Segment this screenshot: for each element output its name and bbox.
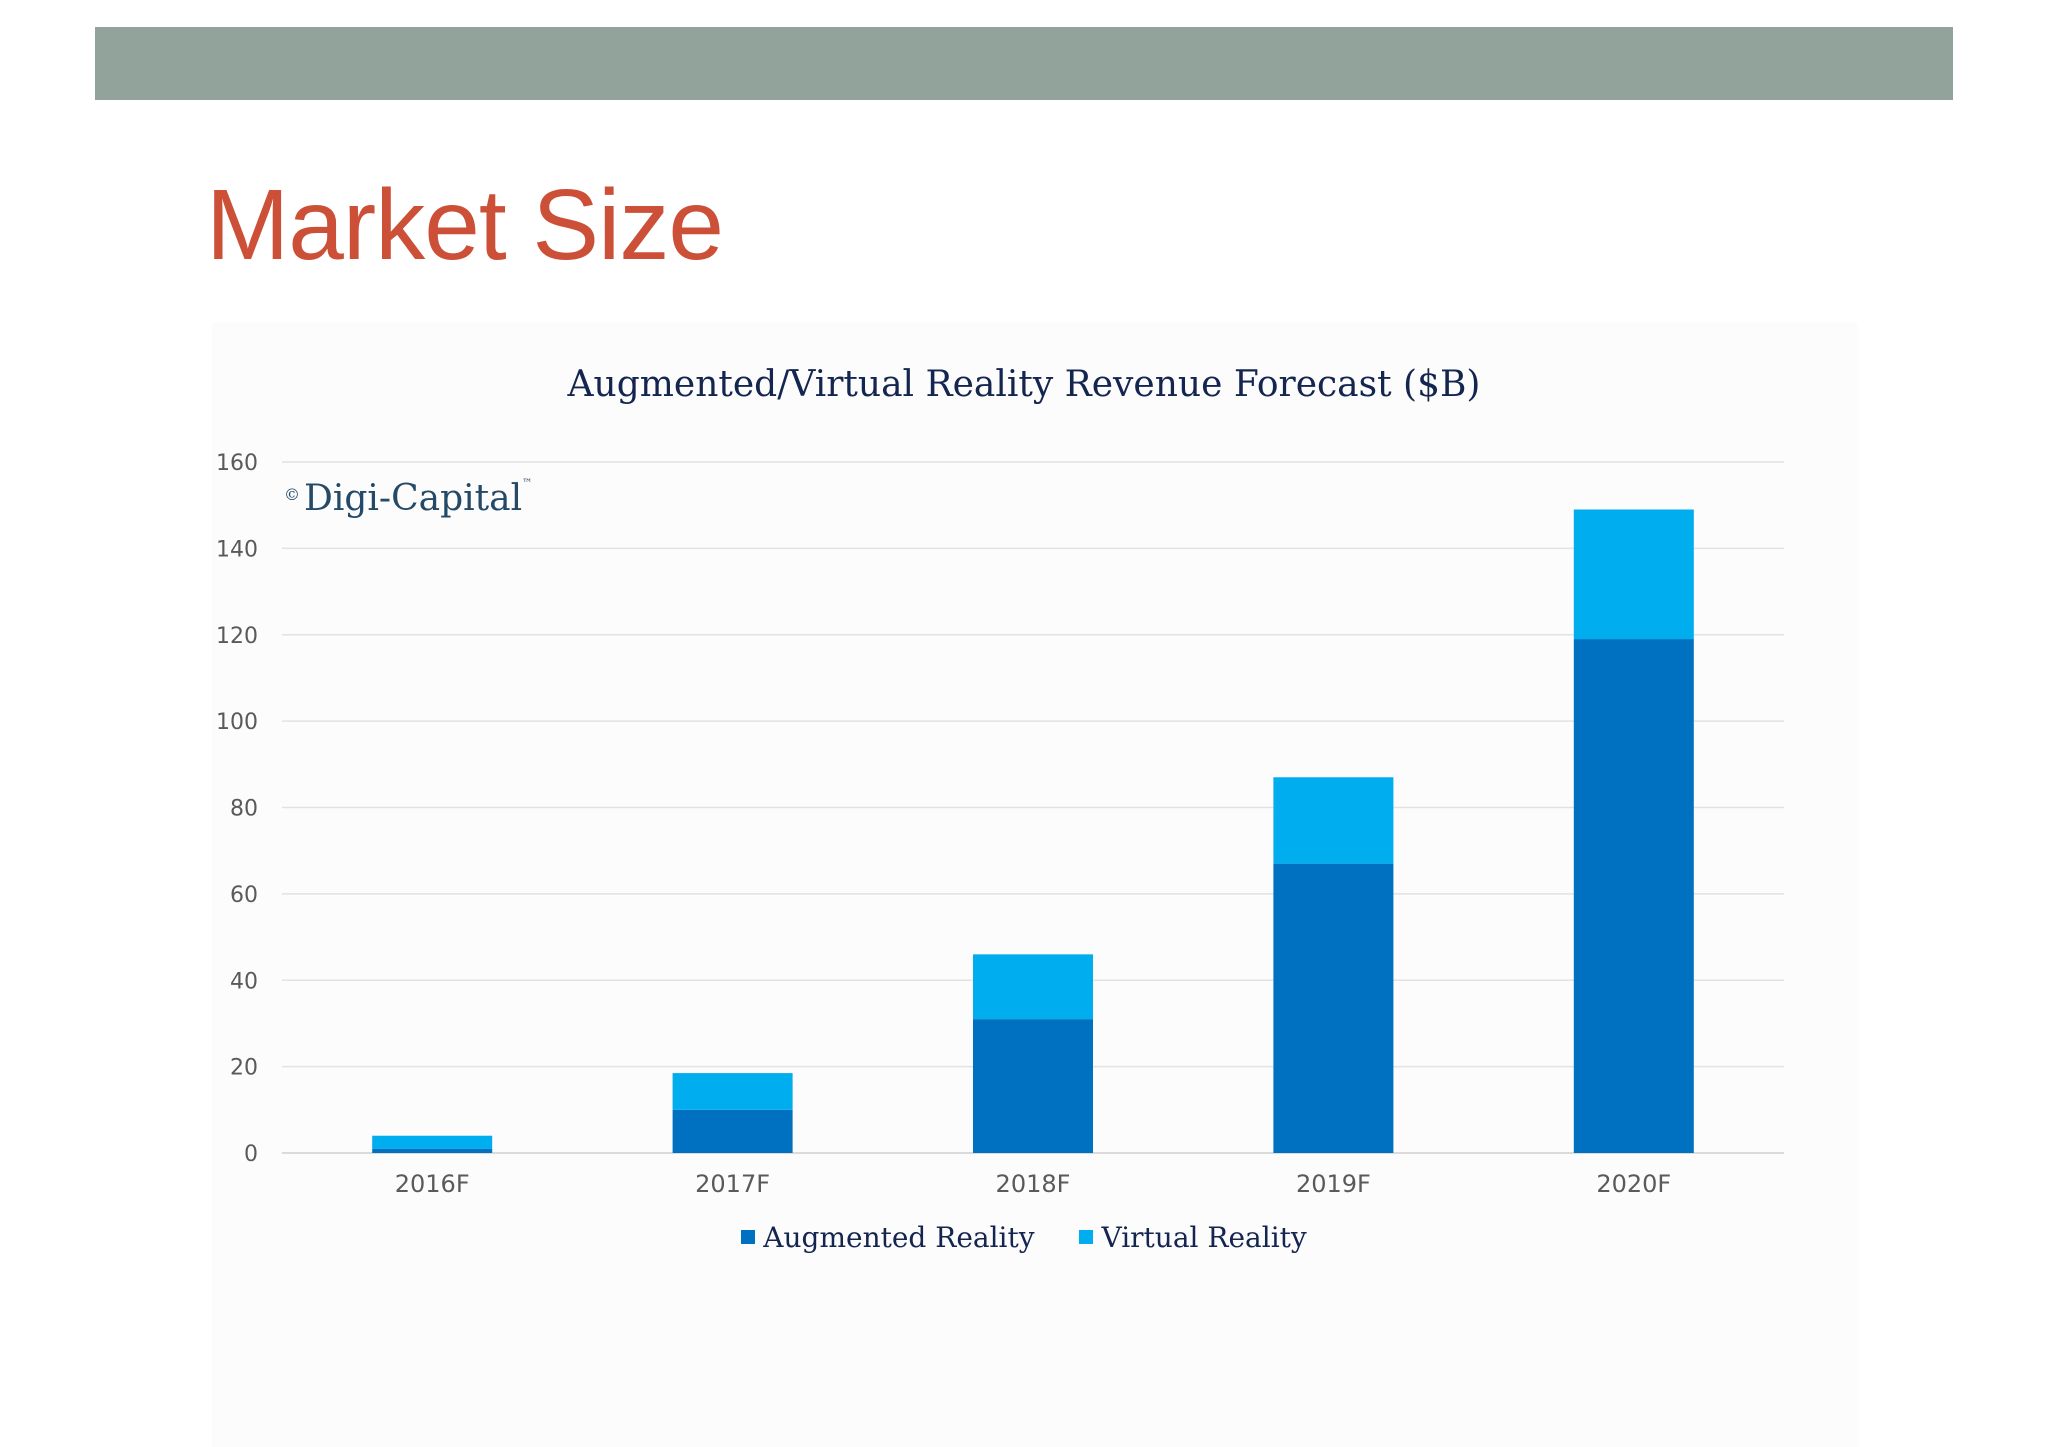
y-tick-label: 140 xyxy=(216,537,258,562)
x-tick-label: 2018F xyxy=(996,1170,1071,1198)
y-tick-label: 40 xyxy=(230,969,258,994)
y-tick-label: 160 xyxy=(216,451,258,476)
x-tick-label: 2016F xyxy=(395,1170,470,1198)
x-tick-label: 2019F xyxy=(1296,1170,1371,1198)
digi-capital-logo: © Digi-Capital™ xyxy=(284,478,532,519)
brand-name: Digi-Capital xyxy=(304,478,523,519)
legend-label-augmented: Augmented Reality xyxy=(763,1220,1035,1254)
y-tick-label: 20 xyxy=(230,1056,258,1081)
legend-item-augmented: Augmented Reality xyxy=(741,1220,1035,1254)
legend-label-virtual: Virtual Reality xyxy=(1101,1220,1307,1254)
bar-augmented-2020f xyxy=(1573,639,1694,1153)
legend-swatch-virtual xyxy=(1079,1230,1094,1244)
slide-title: Market Size xyxy=(206,169,724,281)
bar-augmented-2016f xyxy=(372,1148,493,1153)
legend-swatch-augmented xyxy=(741,1230,756,1244)
y-tick-label: 120 xyxy=(216,624,258,649)
y-tick-label: 100 xyxy=(216,710,258,735)
bar-virtual-2020f xyxy=(1573,509,1694,640)
x-tick-label: 2017F xyxy=(695,1170,770,1198)
bar-virtual-2016f xyxy=(372,1135,493,1149)
y-tick-label: 0 xyxy=(244,1142,258,1167)
bar-virtual-2017f xyxy=(672,1073,793,1110)
chart-title: Augmented/Virtual Reality Revenue Foreca… xyxy=(0,364,2048,405)
bar-augmented-2019f xyxy=(1273,863,1394,1153)
legend-item-virtual: Virtual Reality xyxy=(1079,1220,1307,1254)
header-band xyxy=(95,27,1953,100)
copyright-symbol: © xyxy=(284,485,300,504)
bar-virtual-2019f xyxy=(1273,777,1394,864)
bar-augmented-2018f xyxy=(973,1019,1093,1153)
y-tick-label: 80 xyxy=(230,797,258,822)
x-tick-label: 2020F xyxy=(1596,1170,1671,1198)
y-tick-label: 60 xyxy=(230,883,258,908)
bar-virtual-2018f xyxy=(973,954,1093,1020)
chart-title-text: Augmented/Virtual Reality Revenue Foreca… xyxy=(567,364,1481,405)
chart-legend: Augmented Reality Virtual Reality xyxy=(0,1218,2048,1254)
bar-augmented-2017f xyxy=(672,1109,793,1153)
trademark-symbol: ™ xyxy=(522,478,533,489)
